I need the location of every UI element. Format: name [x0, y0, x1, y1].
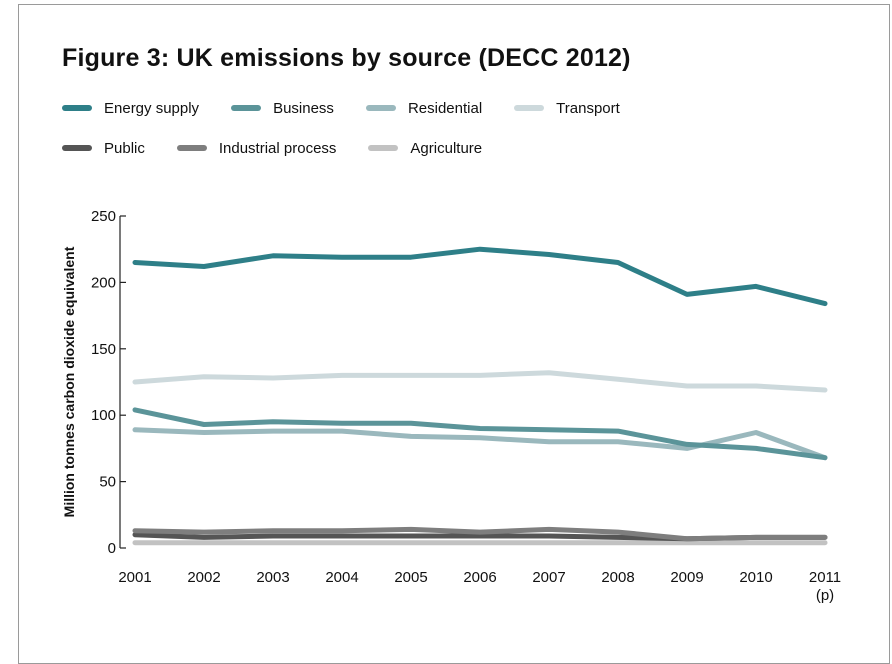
legend-label: Energy supply	[104, 99, 200, 117]
legend-item-industrial-process: Industrial process	[176, 139, 337, 157]
legend-label: Transport	[556, 99, 620, 117]
y-tick-label: 200	[91, 274, 116, 291]
legend-label: Agriculture	[410, 139, 483, 157]
chart-series	[132, 246, 828, 546]
legend-swatch	[368, 145, 399, 151]
legend-label: Residential	[407, 99, 483, 117]
x-tick-label: 2004	[325, 569, 358, 586]
y-tick-label: 250	[91, 208, 116, 225]
y-tick-label: 0	[108, 540, 116, 557]
x-tick-label: 2009	[670, 569, 703, 586]
line-chart: 0 50 100 150 200 250 2001 2002 2003 2004 2005 2006 2…	[61, 208, 841, 604]
y-tick-label: 50	[99, 474, 116, 491]
y-tick-label: 100	[91, 407, 116, 424]
chart-legend: Energy supply Business Residential Trans…	[62, 96, 862, 176]
y-tick-label: 150	[91, 341, 116, 358]
legend-item-agriculture: Agriculture	[368, 140, 482, 157]
x-tick-label: 2011	[809, 569, 841, 586]
x-tick-label: 2007	[532, 569, 565, 586]
x-tick-label: 2006	[463, 569, 496, 586]
x-tick-label: 2010	[739, 569, 772, 586]
legend-swatch	[62, 105, 92, 111]
legend-label: Business	[273, 99, 334, 117]
x-tick-sublabel: (p)	[816, 587, 834, 604]
legend-row: Energy supply Business Residential Trans…	[62, 96, 862, 120]
legend-item-energy-supply: Energy supply	[62, 100, 199, 117]
series-line-business	[132, 407, 828, 461]
legend-swatch	[62, 145, 92, 151]
x-tick-label: 2001	[118, 569, 151, 586]
legend-item-business: Business	[231, 100, 334, 117]
legend-item-residential: Residential	[365, 99, 483, 117]
series-line-energy-supply	[132, 246, 828, 307]
legend-item-public: Public	[62, 140, 145, 157]
series-line-industrial-process	[132, 526, 828, 542]
legend-swatch	[514, 105, 545, 111]
series-line-residential	[132, 427, 828, 461]
legend-row: Public Industrial process Agriculture	[62, 136, 862, 160]
x-tick-label: 2008	[601, 569, 634, 586]
series-line-transport	[132, 370, 828, 393]
legend-label: Public	[104, 139, 145, 157]
legend-swatch	[365, 105, 396, 111]
legend-label: Industrial process	[218, 139, 337, 157]
x-tick-label: 2005	[394, 569, 427, 586]
x-tick-label: 2003	[256, 569, 289, 586]
chart-title: Figure 3: UK emissions by source (DECC 2…	[62, 44, 631, 72]
legend-item-transport: Transport	[514, 100, 620, 117]
legend-swatch	[231, 105, 262, 111]
y-axis-label: Million tonnes carbon dioxide equivalent	[61, 246, 77, 517]
x-tick-label: 2002	[187, 569, 220, 586]
chart-axes: 0 50 100 150 200 250 2001 2002 2003 2004 2005 2006 2…	[91, 208, 841, 604]
legend-swatch	[176, 145, 207, 151]
